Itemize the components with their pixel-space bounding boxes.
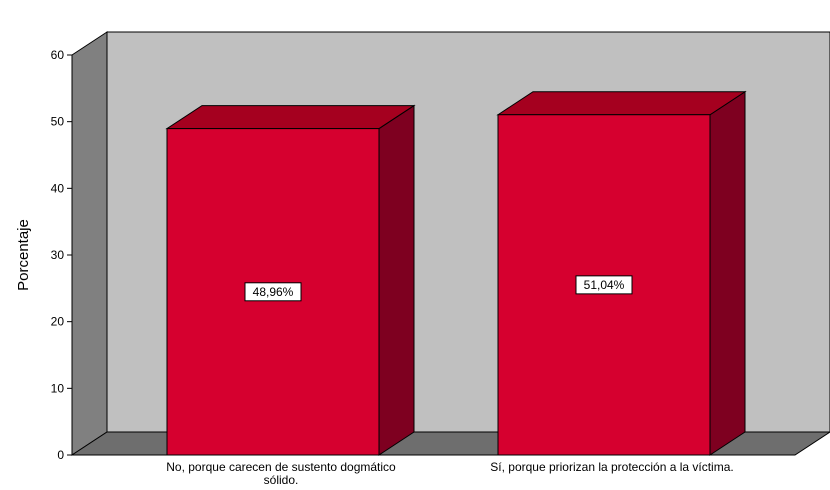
bar-top (496, 91, 747, 116)
y-tick-label: 60 (51, 48, 65, 62)
bar (166, 128, 380, 456)
x-category-label: No, porque carecen de sustento dogmático… (166, 460, 396, 487)
y-tick-label: 20 (51, 315, 65, 329)
bar-top (165, 105, 416, 130)
bar-side (709, 90, 746, 456)
data-label-box (575, 275, 633, 295)
bars: 48,96% 51,04% (165, 90, 747, 456)
y-tick-label: 0 (57, 448, 64, 462)
side-wall (71, 31, 108, 456)
bar-side (378, 104, 415, 456)
y-tick-label: 30 (51, 248, 65, 262)
y-tick-label: 50 (51, 115, 65, 129)
data-label: 48,96% (253, 285, 294, 299)
data-label-box (244, 282, 302, 302)
bar-group: 51,04% (496, 90, 747, 456)
y-tick-label: 10 (51, 381, 65, 395)
data-label: 51,04% (584, 278, 625, 292)
y-axis-title: Porcentaje (15, 219, 32, 291)
y-axis: 0 10 20 30 40 50 60 (51, 48, 73, 462)
x-category-label-line: Sí, porque priorizan la protección a la … (490, 460, 733, 474)
x-axis-labels: No, porque carecen de sustento dogmático… (166, 460, 733, 487)
bar-group: 48,96% (165, 104, 416, 456)
x-category-label-line: sólido. (264, 473, 299, 487)
y-tick-label: 40 (51, 181, 65, 195)
x-category-label-line: No, porque carecen de sustento dogmático (166, 460, 396, 474)
x-category-label: Sí, porque priorizan la protección a la … (490, 460, 733, 474)
